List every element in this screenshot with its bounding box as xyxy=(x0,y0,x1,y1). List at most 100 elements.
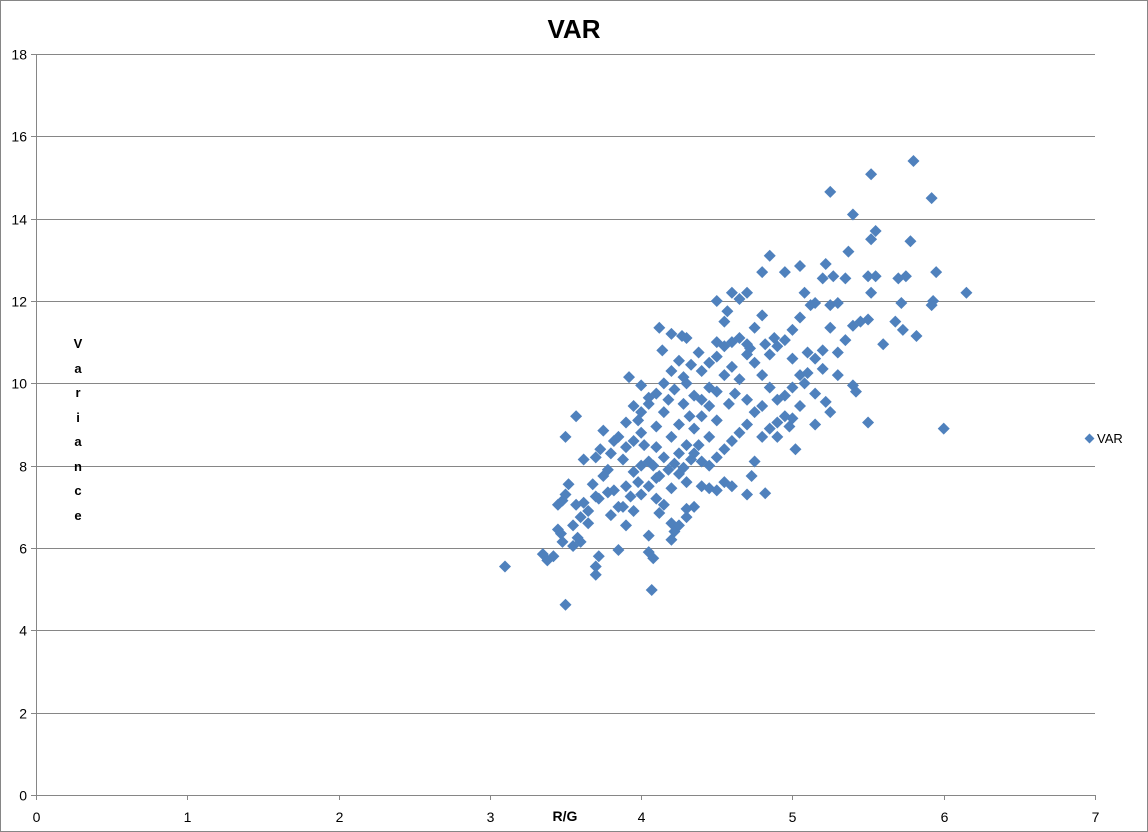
data-point[interactable] xyxy=(827,270,840,283)
data-point[interactable] xyxy=(627,465,640,478)
data-point[interactable] xyxy=(896,323,909,336)
data-point[interactable] xyxy=(862,416,875,429)
data-point[interactable] xyxy=(703,356,716,369)
data-point[interactable] xyxy=(831,369,844,382)
data-point[interactable] xyxy=(692,439,705,452)
data-point[interactable] xyxy=(642,480,655,493)
data-point[interactable] xyxy=(642,397,655,410)
data-point[interactable] xyxy=(741,393,754,406)
data-point[interactable] xyxy=(756,369,769,382)
data-point[interactable] xyxy=(907,155,920,168)
data-point[interactable] xyxy=(604,447,617,460)
data-point[interactable] xyxy=(930,266,943,279)
data-point[interactable] xyxy=(831,297,844,310)
data-point[interactable] xyxy=(665,430,678,443)
data-point[interactable] xyxy=(960,286,973,299)
data-point[interactable] xyxy=(586,478,599,491)
data-point[interactable] xyxy=(574,511,587,524)
data-point[interactable] xyxy=(653,321,666,334)
data-point[interactable] xyxy=(745,469,758,482)
data-point[interactable] xyxy=(680,439,693,452)
data-point[interactable] xyxy=(904,235,917,248)
data-point[interactable] xyxy=(645,583,658,596)
data-point[interactable] xyxy=(741,418,754,431)
data-point[interactable] xyxy=(798,377,811,390)
data-point[interactable] xyxy=(592,492,605,505)
data-point[interactable] xyxy=(695,455,708,468)
data-point[interactable] xyxy=(647,552,660,565)
data-point[interactable] xyxy=(756,399,769,412)
data-point[interactable] xyxy=(786,323,799,336)
data-point[interactable] xyxy=(733,373,746,386)
data-point[interactable] xyxy=(748,321,761,334)
data-point[interactable] xyxy=(710,350,723,363)
data-point[interactable] xyxy=(656,344,669,357)
data-point[interactable] xyxy=(793,311,806,324)
data-point[interactable] xyxy=(824,406,837,419)
data-point[interactable] xyxy=(624,490,637,503)
data-point[interactable] xyxy=(589,568,602,581)
data-point[interactable] xyxy=(677,461,690,474)
data-point[interactable] xyxy=(824,185,837,198)
data-point[interactable] xyxy=(763,381,776,394)
data-point[interactable] xyxy=(657,451,670,464)
data-point[interactable] xyxy=(725,480,738,493)
data-point[interactable] xyxy=(559,430,572,443)
data-point[interactable] xyxy=(612,544,625,557)
data-point[interactable] xyxy=(556,535,569,548)
data-point[interactable] xyxy=(672,447,685,460)
data-point[interactable] xyxy=(612,430,625,443)
data-point[interactable] xyxy=(759,487,772,500)
data-point[interactable] xyxy=(816,362,829,375)
data-point[interactable] xyxy=(627,504,640,517)
data-point[interactable] xyxy=(862,270,875,283)
data-point[interactable] xyxy=(899,270,912,283)
data-point[interactable] xyxy=(577,453,590,466)
data-point[interactable] xyxy=(620,441,633,454)
data-point[interactable] xyxy=(927,295,940,307)
data-point[interactable] xyxy=(763,422,776,435)
data-point[interactable] xyxy=(635,426,648,439)
data-point[interactable] xyxy=(710,451,723,464)
data-point[interactable] xyxy=(574,535,587,548)
data-point[interactable] xyxy=(647,459,660,472)
data-point[interactable] xyxy=(910,329,923,342)
data-point[interactable] xyxy=(650,387,663,400)
data-point[interactable] xyxy=(748,406,761,419)
data-point[interactable] xyxy=(846,208,859,221)
data-point[interactable] xyxy=(733,426,746,439)
data-point[interactable] xyxy=(725,336,738,349)
data-point[interactable] xyxy=(877,338,890,351)
data-point[interactable] xyxy=(733,292,746,305)
data-point[interactable] xyxy=(865,286,878,299)
data-point[interactable] xyxy=(741,286,754,299)
data-point[interactable] xyxy=(638,439,651,452)
data-point[interactable] xyxy=(627,434,640,447)
data-point[interactable] xyxy=(849,385,862,398)
data-point[interactable] xyxy=(865,168,878,181)
data-point[interactable] xyxy=(778,266,791,279)
data-point[interactable] xyxy=(635,488,648,501)
data-point[interactable] xyxy=(798,286,811,299)
data-point[interactable] xyxy=(650,441,663,454)
data-point[interactable] xyxy=(842,245,855,258)
data-point[interactable] xyxy=(695,393,708,406)
data-point[interactable] xyxy=(632,476,645,489)
data-point[interactable] xyxy=(809,387,822,400)
data-point[interactable] xyxy=(601,463,614,476)
data-point[interactable] xyxy=(567,519,580,532)
data-point[interactable] xyxy=(846,319,859,332)
data-point[interactable] xyxy=(725,286,738,299)
data-point[interactable] xyxy=(768,332,781,345)
data-point[interactable] xyxy=(680,502,693,515)
data-point[interactable] xyxy=(718,315,731,328)
data-point[interactable] xyxy=(710,414,723,427)
data-point[interactable] xyxy=(783,420,796,433)
data-point[interactable] xyxy=(559,598,572,611)
data-point[interactable] xyxy=(925,192,938,205)
data-point[interactable] xyxy=(816,344,829,357)
data-point[interactable] xyxy=(577,496,590,509)
data-point[interactable] xyxy=(582,517,595,530)
data-point[interactable] xyxy=(650,492,663,505)
data-point[interactable] xyxy=(819,395,832,408)
